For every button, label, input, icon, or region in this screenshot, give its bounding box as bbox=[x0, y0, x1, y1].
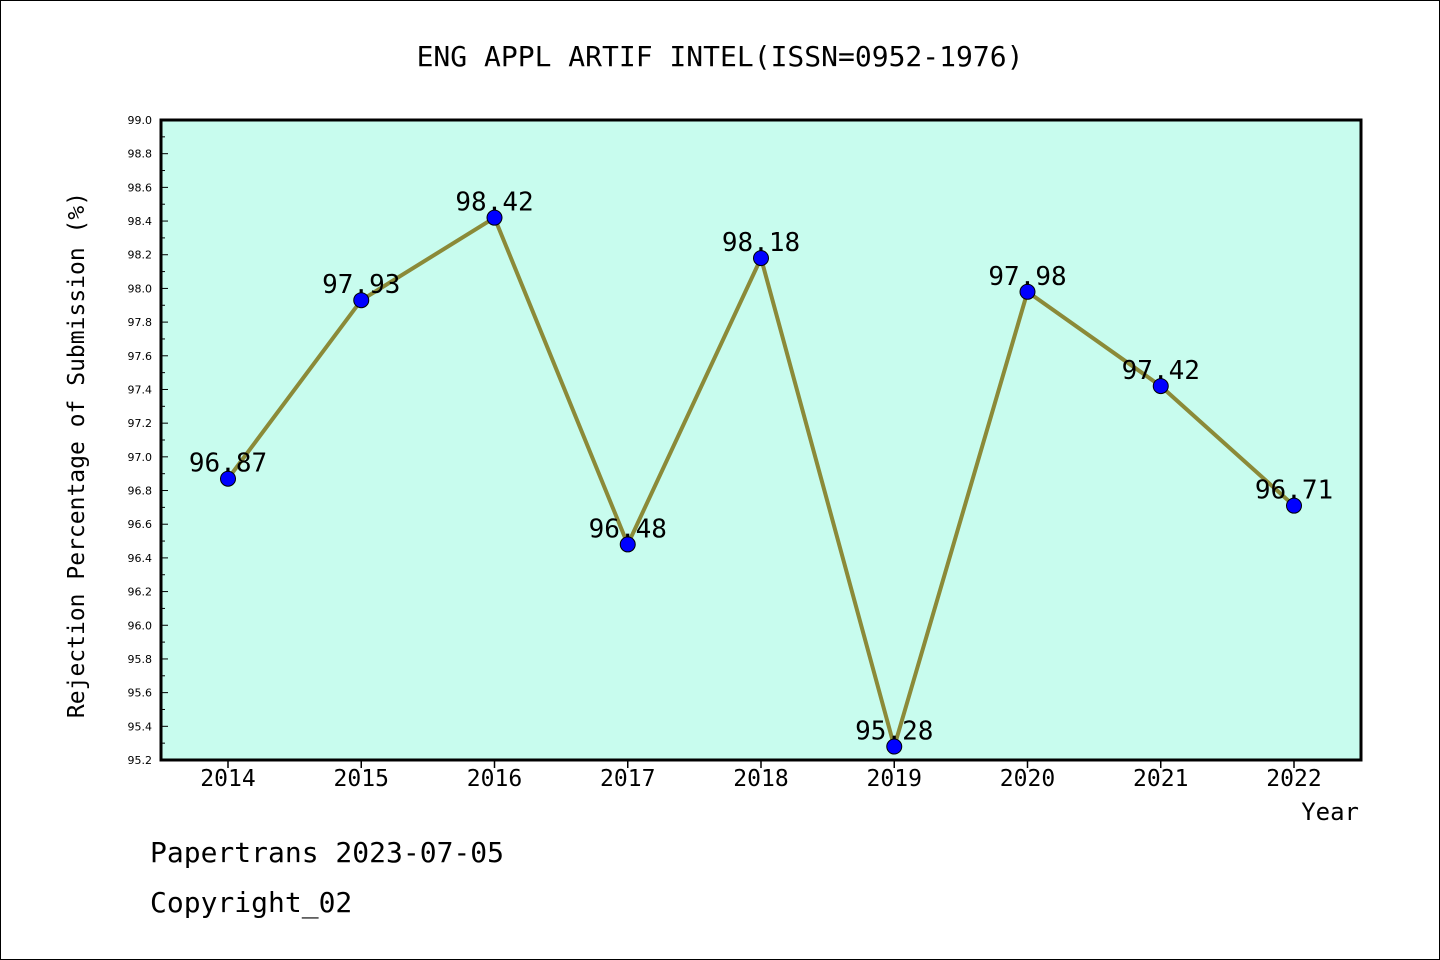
data-label: 97.98 bbox=[988, 262, 1066, 292]
x-tick-label: 2022 bbox=[1266, 766, 1321, 792]
y-tick-label: 98.8 bbox=[128, 148, 153, 161]
data-point bbox=[1019, 283, 1036, 300]
footer-source: Papertrans 2023-07-05 bbox=[150, 836, 505, 869]
y-tick-label: 97.2 bbox=[128, 417, 153, 430]
data-point bbox=[486, 209, 503, 226]
x-tick-label: 2018 bbox=[733, 766, 788, 792]
y-tick-label: 95.6 bbox=[128, 687, 153, 700]
x-tick-label: 2014 bbox=[200, 766, 255, 792]
data-label: 95.28 bbox=[855, 717, 933, 747]
data-label: 96.71 bbox=[1255, 476, 1333, 506]
data-point bbox=[1152, 378, 1169, 395]
x-axis-label: Year bbox=[1301, 798, 1359, 826]
x-tick-label: 2017 bbox=[600, 766, 655, 792]
data-point bbox=[220, 470, 236, 487]
y-tick-label: 96.0 bbox=[128, 619, 153, 632]
x-tick-label: 2021 bbox=[1133, 766, 1188, 792]
y-tick-label: 98.0 bbox=[128, 282, 153, 295]
data-label: 98.18 bbox=[722, 228, 800, 258]
plot-area bbox=[159, 118, 1363, 762]
y-tick-label: 95.2 bbox=[128, 754, 153, 767]
chart-title: ENG APPL ARTIF INTEL(ISSN=0952-1976) bbox=[417, 40, 1024, 73]
y-axis-label: Rejection Percentage of Submission (%) bbox=[64, 192, 90, 718]
y-tick-label: 97.8 bbox=[128, 316, 153, 329]
x-tick-label: 2015 bbox=[334, 766, 389, 792]
y-tick-label: 97.0 bbox=[128, 451, 153, 464]
data-point bbox=[1286, 497, 1302, 514]
data-label: 98.42 bbox=[455, 188, 533, 218]
y-tick-label: 96.6 bbox=[128, 518, 153, 531]
y-tick-label: 95.4 bbox=[128, 720, 153, 733]
x-axis: 2014 2015 2016 2017 2018 2019 2020 2021 2022 bbox=[200, 760, 1322, 792]
y-tick-label: 98.4 bbox=[128, 215, 153, 228]
data-label: 97.93 bbox=[322, 270, 400, 300]
y-tick-label: 95.8 bbox=[128, 653, 153, 666]
y-tick-label: 96.2 bbox=[128, 586, 153, 599]
data-point bbox=[353, 292, 370, 309]
data-label: 96.87 bbox=[189, 449, 267, 479]
y-tick-label: 98.2 bbox=[128, 249, 153, 262]
y-tick-label: 96.8 bbox=[128, 485, 153, 498]
y-axis: 95.2 95.4 95.6 95.8 96.0 96.2 96.4 96.6 96.8 97.0… bbox=[128, 114, 168, 767]
data-label: 96.48 bbox=[589, 514, 667, 544]
y-tick-label: 98.6 bbox=[128, 181, 153, 194]
y-tick-label: 96.4 bbox=[128, 552, 153, 565]
series-rejection-rate: 96.87 97.93 98.42 96.48 98.18 95.28 97.98 97.42… bbox=[189, 188, 1333, 755]
data-point bbox=[886, 738, 903, 755]
data-point bbox=[619, 536, 636, 553]
data-label: 97.42 bbox=[1122, 356, 1200, 386]
x-tick-label: 2020 bbox=[1000, 766, 1055, 792]
x-tick-label: 2016 bbox=[467, 766, 522, 792]
data-point bbox=[753, 250, 769, 267]
y-tick-label: 99.0 bbox=[128, 114, 153, 127]
y-tick-label: 97.6 bbox=[128, 350, 153, 363]
x-tick-label: 2019 bbox=[867, 766, 922, 792]
footer-copyright: Copyright_02 bbox=[150, 886, 353, 919]
y-tick-label: 97.4 bbox=[128, 383, 153, 396]
